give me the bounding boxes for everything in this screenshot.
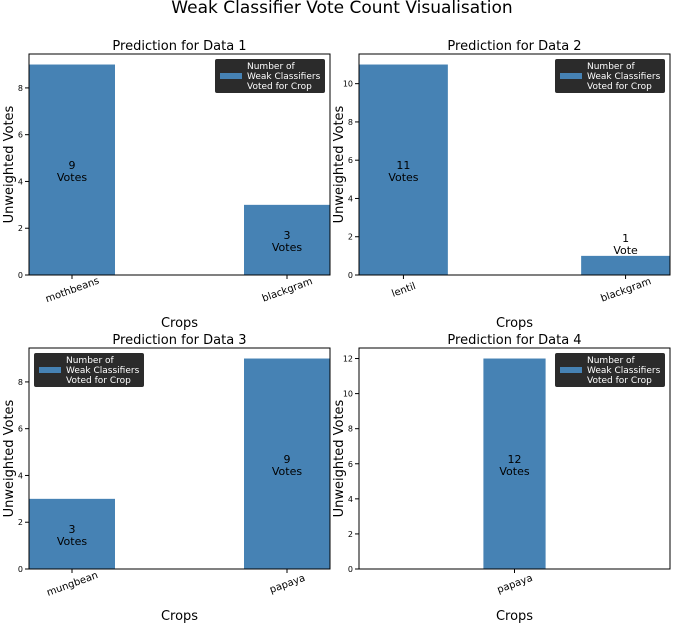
axes-frame — [28, 347, 331, 570]
bar — [244, 204, 330, 275]
axes-frame — [358, 347, 671, 570]
bar — [483, 358, 546, 569]
y-tick-label: 6 — [348, 460, 353, 469]
legend-text: Weak Classifiers — [587, 72, 661, 82]
y-tick-label: 0 — [18, 565, 23, 574]
bar-value-unit: Votes — [272, 465, 302, 478]
subplot-title: Prediction for Data 4 — [447, 333, 581, 348]
bar-value-label: 3 — [284, 229, 291, 242]
legend-text: Weak Classifiers — [247, 72, 321, 82]
legend-text: Number of — [66, 356, 115, 366]
y-axis-label: Unweighted Votes — [2, 105, 17, 223]
bar-value-label: 3 — [69, 523, 76, 536]
bar-value-unit: Vote — [613, 244, 638, 257]
bar — [581, 255, 670, 275]
bar-value-label: 12 — [508, 453, 522, 466]
y-tick-label: 12 — [343, 355, 353, 364]
axes-frame — [28, 53, 331, 276]
y-tick-label: 2 — [18, 518, 23, 527]
x-axis-label: Crops — [161, 316, 198, 331]
y-tick-label: 2 — [18, 224, 23, 233]
legend-box — [34, 353, 144, 387]
y-tick-label: 8 — [18, 378, 23, 387]
legend-text: Voted for Crop — [587, 82, 652, 92]
subplot-3: Prediction for Data 33Votesmungbean9Vote… — [2, 333, 331, 624]
x-tick-label: papaya — [268, 573, 307, 596]
y-axis-label: Unweighted Votes — [2, 399, 17, 517]
y-tick-label: 2 — [348, 233, 353, 242]
legend-text: Voted for Crop — [247, 82, 312, 92]
legend-box — [555, 353, 665, 387]
legend-box — [555, 59, 665, 93]
y-tick-label: 6 — [18, 425, 23, 434]
subplot-title: Prediction for Data 1 — [112, 39, 246, 54]
legend-text: Voted for Crop — [66, 376, 131, 386]
bar-value-label: 11 — [396, 159, 410, 172]
x-axis-label: Crops — [161, 609, 198, 623]
bar-value-unit: Votes — [499, 465, 529, 478]
y-axis-label: Unweighted Votes — [332, 399, 347, 517]
subplot-1: Prediction for Data 19Votesmothbeans3Vot… — [2, 39, 331, 331]
y-tick-label: 4 — [348, 495, 353, 504]
bar-value-unit: Votes — [388, 171, 418, 184]
bar-value-unit: Votes — [57, 535, 87, 548]
y-tick-label: 8 — [18, 84, 23, 93]
y-tick-label: 4 — [18, 177, 23, 186]
axes-frame — [358, 53, 671, 276]
legend-box — [215, 59, 325, 93]
x-axis-label: Crops — [496, 316, 533, 331]
y-tick-label: 4 — [18, 471, 23, 480]
y-tick-label: 10 — [343, 80, 353, 89]
x-tick-label: mungbean — [45, 570, 99, 599]
bar — [244, 358, 330, 569]
y-tick-label: 6 — [18, 131, 23, 140]
legend-swatch — [560, 367, 582, 373]
legend-text: Number of — [247, 62, 296, 72]
bar-value-label: 1 — [622, 232, 629, 245]
y-tick-label: 8 — [348, 118, 353, 127]
legend-text: Weak Classifiers — [66, 366, 140, 376]
y-tick-label: 0 — [348, 271, 353, 280]
x-tick-label: blackgram — [599, 276, 652, 304]
bar-value-unit: Votes — [57, 171, 87, 184]
subplot-4: Prediction for Data 412Votespapaya024681… — [332, 333, 671, 624]
y-axis-label: Unweighted Votes — [332, 105, 347, 223]
x-tick-label: papaya — [496, 573, 535, 596]
legend-text: Number of — [587, 62, 636, 72]
x-tick-label: lentil — [390, 281, 417, 300]
y-tick-label: 0 — [348, 565, 353, 574]
y-tick-label: 10 — [343, 390, 353, 399]
bar — [29, 64, 115, 276]
y-tick-label: 6 — [348, 156, 353, 165]
y-tick-label: 2 — [348, 530, 353, 539]
legend-text: Weak Classifiers — [587, 366, 661, 376]
subplot-title: Prediction for Data 3 — [112, 333, 246, 348]
bar — [29, 498, 115, 569]
bar-value-unit: Votes — [272, 241, 302, 254]
y-tick-label: 8 — [348, 425, 353, 434]
x-tick-label: mothbeans — [44, 276, 101, 306]
legend-swatch — [560, 73, 582, 79]
legend-swatch — [220, 73, 242, 79]
x-axis-label: Crops — [496, 609, 533, 623]
y-tick-label: 0 — [18, 271, 23, 280]
y-tick-label: 4 — [348, 194, 353, 203]
figure-title: Weak Classifier Vote Count Visualisation — [171, 0, 512, 18]
bar-value-label: 9 — [69, 159, 76, 172]
legend-swatch — [39, 367, 61, 373]
bar — [359, 64, 448, 276]
legend-text: Number of — [587, 356, 636, 366]
x-tick-label: blackgram — [261, 276, 314, 304]
subplot-title: Prediction for Data 2 — [447, 39, 581, 54]
legend-text: Voted for Crop — [587, 376, 652, 386]
bar-value-label: 9 — [284, 453, 291, 466]
